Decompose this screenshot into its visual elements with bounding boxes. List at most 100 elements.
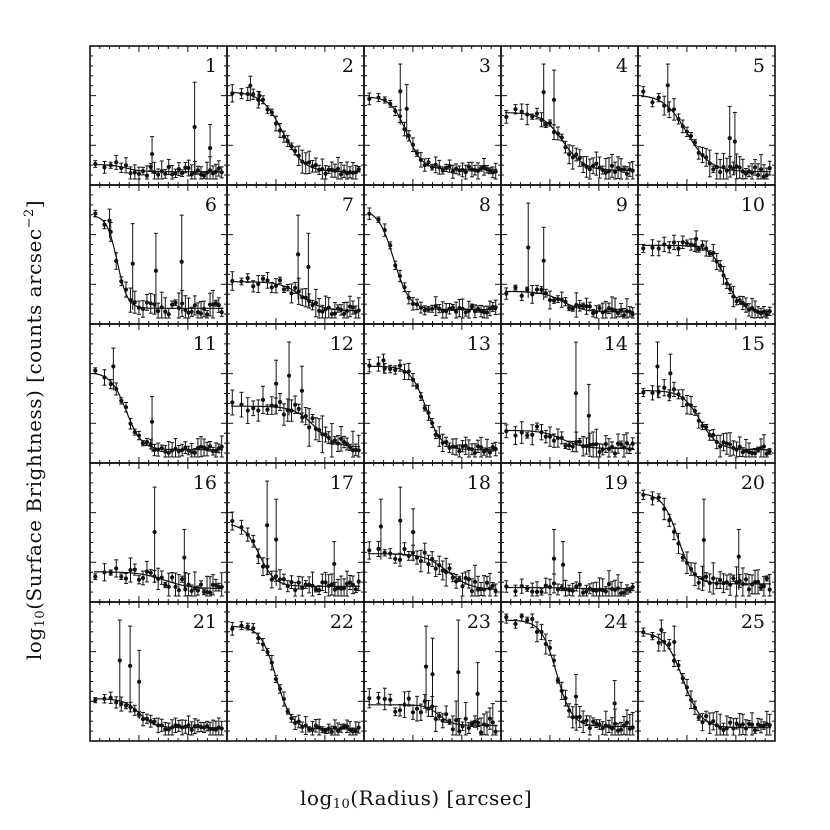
data-point <box>245 276 250 281</box>
data-point <box>303 582 308 587</box>
data-point <box>414 151 420 156</box>
data-point <box>737 298 742 303</box>
data-point <box>338 436 344 441</box>
data-point <box>460 724 465 729</box>
data-point <box>402 546 407 552</box>
data-point <box>567 588 572 593</box>
data-point <box>752 165 758 170</box>
data-point <box>671 107 677 112</box>
data-point <box>662 639 667 644</box>
data-point <box>650 496 655 501</box>
data-point <box>148 301 153 306</box>
data-point <box>714 259 719 264</box>
panel: 15 <box>637 323 776 464</box>
data-point <box>274 537 279 542</box>
data-point <box>332 561 337 567</box>
data-point <box>248 83 253 88</box>
data-point <box>285 138 290 144</box>
data-point <box>743 171 749 176</box>
data-point <box>402 369 407 374</box>
data-point <box>574 152 579 157</box>
data-point <box>119 574 124 579</box>
data-point <box>581 719 586 724</box>
data-point <box>460 584 465 589</box>
data-point <box>547 120 553 126</box>
data-point <box>310 303 315 308</box>
data-point <box>688 566 694 572</box>
panel-label: 22 <box>330 611 354 633</box>
data-point <box>559 435 564 440</box>
data-point <box>559 297 564 302</box>
data-point <box>356 725 361 730</box>
data-point <box>581 590 586 595</box>
data-point <box>755 579 761 584</box>
data-point <box>672 639 677 645</box>
data-point <box>447 164 452 169</box>
data-point <box>539 589 544 594</box>
data-point <box>728 582 733 587</box>
data-point <box>418 305 424 310</box>
data-point <box>320 580 325 585</box>
data-point <box>295 252 301 257</box>
data-point <box>704 246 709 251</box>
panel-label: 20 <box>741 472 765 494</box>
data-point <box>198 582 204 587</box>
data-point <box>213 448 219 453</box>
data-point <box>450 727 455 732</box>
panel: 3 <box>363 45 502 186</box>
panel: 23 <box>363 601 502 742</box>
data-point <box>591 588 596 593</box>
data-point <box>761 444 767 449</box>
data-point <box>130 261 135 266</box>
data-point <box>469 447 475 452</box>
data-point <box>414 384 420 389</box>
data-point <box>714 581 719 586</box>
data-point <box>484 447 490 452</box>
data-point <box>466 577 471 582</box>
data-point <box>597 722 602 727</box>
data-point <box>367 548 372 553</box>
model-curve <box>230 91 360 173</box>
data-point <box>313 587 318 592</box>
data-point <box>714 439 719 445</box>
data-point <box>680 124 685 129</box>
panel: 17 <box>226 462 365 603</box>
data-point <box>277 399 283 405</box>
data-point <box>440 168 445 173</box>
data-point <box>615 165 621 170</box>
data-point <box>504 114 509 119</box>
data-point <box>460 444 465 449</box>
data-point <box>293 402 298 407</box>
data-point <box>166 164 171 170</box>
panel: 19 <box>500 462 639 603</box>
data-point <box>251 92 256 97</box>
data-point <box>265 107 270 112</box>
x-axis-label: log10(Radius) [arcsec] <box>300 786 533 812</box>
data-point <box>176 305 181 311</box>
data-point <box>444 308 449 314</box>
data-point <box>600 447 605 452</box>
data-point <box>684 129 690 134</box>
data-point <box>618 308 624 313</box>
data-point <box>668 371 673 376</box>
data-point <box>755 172 761 178</box>
data-point <box>490 583 495 588</box>
data-point <box>541 90 546 95</box>
data-point <box>281 412 287 417</box>
data-point <box>192 724 197 729</box>
data-point <box>560 562 566 567</box>
data-point <box>609 726 615 731</box>
data-point <box>551 438 557 443</box>
data-point <box>707 721 712 726</box>
data-point <box>260 276 266 281</box>
data-point <box>711 576 716 581</box>
data-point <box>186 582 191 587</box>
data-point <box>102 570 107 575</box>
data-point <box>303 723 308 728</box>
panel-label: 11 <box>193 333 217 355</box>
data-point <box>128 421 133 426</box>
data-point <box>718 263 723 268</box>
data-point <box>676 663 681 668</box>
data-point <box>700 720 705 725</box>
